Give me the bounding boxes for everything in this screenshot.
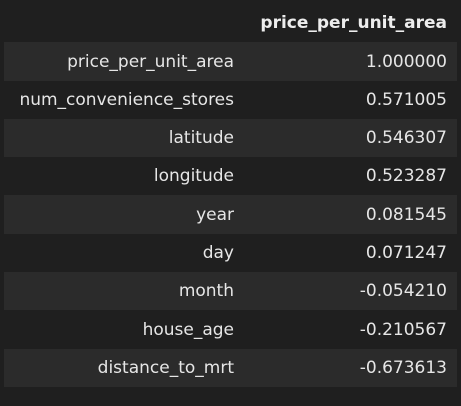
column-header: price_per_unit_area	[244, 4, 457, 43]
table-row: day 0.071247	[4, 233, 457, 273]
index-header	[4, 4, 244, 43]
row-value: 0.546307	[244, 118, 457, 158]
row-value: -0.054210	[244, 272, 457, 311]
row-value: 0.071247	[244, 233, 457, 273]
table-body: price_per_unit_area 1.000000 num_conveni…	[4, 42, 457, 387]
row-label: price_per_unit_area	[4, 42, 244, 81]
table-row: num_convenience_stores 0.571005	[4, 80, 457, 119]
row-value: -0.210567	[244, 310, 457, 349]
row-label: latitude	[4, 118, 244, 158]
row-value: 0.523287	[244, 157, 457, 196]
row-label: year	[4, 195, 244, 234]
row-label: num_convenience_stores	[4, 80, 244, 119]
table-row: house_age -0.210567	[4, 310, 457, 349]
table-header: price_per_unit_area	[4, 4, 457, 43]
row-value: 0.081545	[244, 195, 457, 234]
table-row: distance_to_mrt -0.673613	[4, 348, 457, 387]
table-row: year 0.081545	[4, 195, 457, 234]
row-value: 0.571005	[244, 80, 457, 119]
table-row: latitude 0.546307	[4, 118, 457, 158]
row-label: month	[4, 272, 244, 311]
row-value: 1.000000	[244, 42, 457, 81]
row-label: longitude	[4, 157, 244, 196]
row-value: -0.673613	[244, 348, 457, 387]
table-row: longitude 0.523287	[4, 157, 457, 196]
row-label: day	[4, 233, 244, 273]
table-row: month -0.054210	[4, 272, 457, 311]
table-row: price_per_unit_area 1.000000	[4, 42, 457, 81]
row-label: distance_to_mrt	[4, 348, 244, 387]
header-row: price_per_unit_area	[4, 4, 457, 43]
dataframe-table: price_per_unit_area price_per_unit_area …	[4, 4, 457, 387]
row-label: house_age	[4, 310, 244, 349]
